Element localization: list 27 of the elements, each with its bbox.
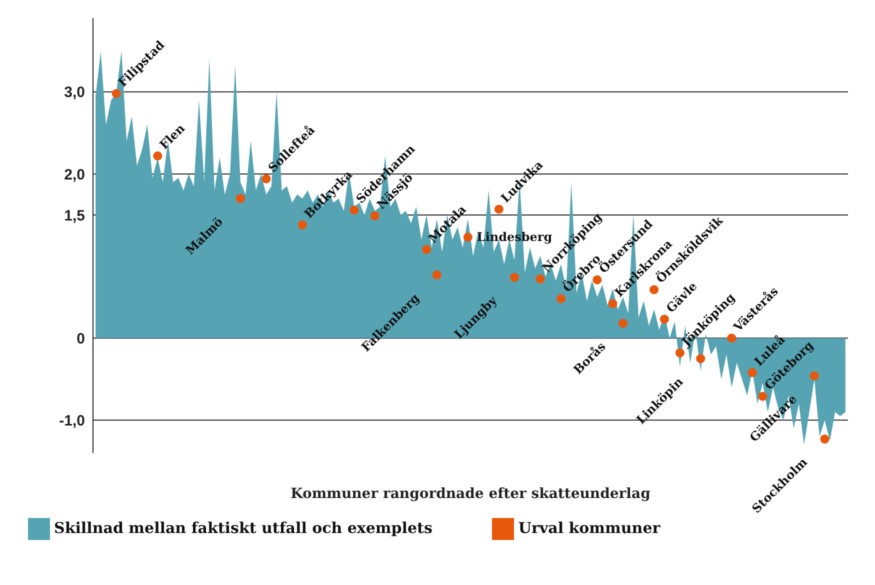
y-tick-label: 1,5 — [64, 207, 85, 224]
point — [618, 318, 628, 328]
point — [556, 294, 566, 304]
point — [494, 204, 504, 214]
point — [422, 244, 432, 254]
point — [236, 194, 245, 204]
y-tick-label: 0 — [76, 330, 85, 348]
point — [660, 314, 669, 324]
legend-label: Skillnad mellan faktiskt utfall och exemplets — [54, 518, 432, 537]
point — [696, 354, 706, 364]
point — [608, 299, 618, 308]
point — [370, 211, 380, 220]
point — [112, 89, 121, 98]
point — [748, 368, 757, 378]
point — [820, 434, 830, 444]
y-tick-label: -1,0 — [59, 412, 85, 430]
point — [153, 151, 162, 160]
point — [675, 348, 684, 358]
point — [432, 270, 442, 280]
legend-label: Urval kommuner — [518, 518, 660, 537]
point — [536, 274, 545, 284]
x-axis-title: Kommuner rangordnade efter skatteunderlag — [290, 486, 651, 502]
y-tick-label: 2,0 — [64, 166, 85, 184]
point — [510, 272, 519, 282]
point — [262, 174, 271, 184]
y-tick-label: 3,0 — [64, 84, 85, 102]
point — [298, 220, 307, 230]
